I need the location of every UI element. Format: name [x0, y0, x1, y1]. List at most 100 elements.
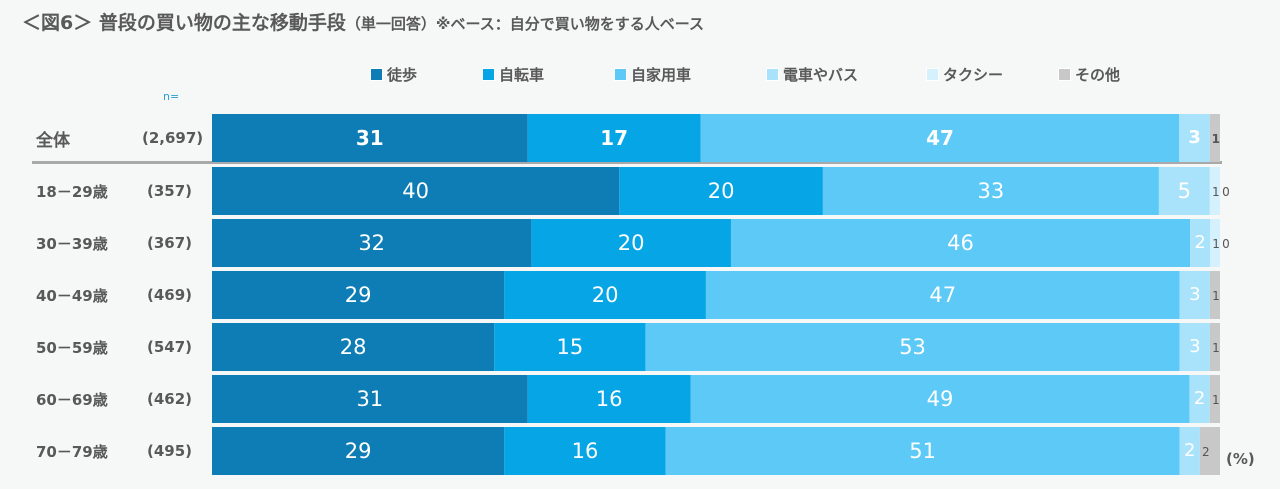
- bar-segment: [1190, 219, 1211, 267]
- sample-size-label: (547): [147, 338, 193, 356]
- legend-item: その他: [1058, 64, 1120, 85]
- category-label: 30－39歳: [36, 234, 108, 253]
- total-divider: [32, 161, 1222, 164]
- sample-size-label: (495): [147, 442, 193, 460]
- legend-label: その他: [1075, 66, 1121, 84]
- data-label: 1: [1212, 289, 1220, 303]
- legend-item: タクシー: [926, 64, 1003, 85]
- data-label: 1: [1212, 132, 1220, 146]
- legend-label: 自家用車: [631, 66, 692, 84]
- bar-segment: [1189, 375, 1210, 423]
- bar-segment: [1209, 375, 1220, 423]
- legend-label: 電車やバス: [783, 66, 859, 84]
- bar-segment: [494, 323, 646, 371]
- data-label: 3: [1188, 127, 1201, 148]
- bar-segment: [212, 167, 620, 215]
- data-label: 5: [1178, 179, 1191, 203]
- data-label: 49: [927, 387, 954, 411]
- bar-segment: [1209, 167, 1220, 215]
- sample-size-header: n=: [163, 90, 180, 103]
- bar-segment: [527, 114, 701, 162]
- data-label: 29: [345, 283, 372, 307]
- bar-segment: [730, 219, 1191, 267]
- data-label: 3: [1189, 284, 1200, 305]
- category-label: 70－79歳: [36, 442, 108, 461]
- bar-segment: [1199, 427, 1220, 475]
- data-label: 2: [1194, 388, 1205, 409]
- data-label: 1: [1212, 237, 1220, 251]
- bar-segment: [1209, 323, 1220, 371]
- bar-segment: [531, 219, 731, 267]
- sample-size-label: (367): [147, 234, 193, 252]
- data-label: 0: [1222, 237, 1230, 251]
- category-label: 60－69歳: [36, 390, 108, 409]
- bar-segment: [1209, 271, 1220, 319]
- bar-segment: [1179, 114, 1210, 162]
- bar-segment: [1209, 114, 1220, 162]
- data-label: 31: [356, 387, 383, 411]
- bar-segment: [212, 271, 505, 319]
- data-label: 47: [926, 126, 954, 150]
- data-label: 20: [708, 179, 735, 203]
- data-label: 31: [356, 126, 384, 150]
- data-label: 33: [978, 179, 1005, 203]
- data-label: 1: [1212, 393, 1220, 407]
- legend-swatch: [926, 68, 939, 81]
- category-label: 全体: [36, 130, 70, 151]
- data-label: 51: [909, 439, 936, 463]
- data-label: 20: [618, 231, 645, 255]
- data-label: 3: [1189, 336, 1200, 357]
- data-label: 46: [947, 231, 974, 255]
- data-label: 53: [899, 335, 926, 359]
- data-label: 32: [358, 231, 385, 255]
- sample-size-label: (2,697): [142, 129, 204, 147]
- legend-swatch: [1058, 68, 1071, 81]
- data-label: 20: [592, 283, 619, 307]
- legend-label: 徒歩: [387, 66, 418, 84]
- bar-segment: [822, 167, 1159, 215]
- legend-swatch: [766, 68, 779, 81]
- legend-swatch: [614, 68, 627, 81]
- bar-segment: [705, 271, 1180, 319]
- data-label: 2: [1194, 232, 1205, 253]
- bar-segment: [212, 375, 528, 423]
- unit-label: (%): [1226, 450, 1255, 468]
- legend-item: 電車やバス: [766, 64, 858, 85]
- bar-segment: [1158, 167, 1210, 215]
- sample-size-label: (469): [147, 286, 193, 304]
- category-label: 50－59歳: [36, 338, 108, 357]
- data-label: 1: [1212, 185, 1220, 199]
- chart-title-note: （単一回答）: [345, 15, 436, 33]
- bar-segment: [690, 375, 1190, 423]
- data-label: 47: [929, 283, 956, 307]
- data-label: 2: [1184, 440, 1195, 461]
- data-label: 16: [572, 439, 599, 463]
- bar-segment: [212, 219, 532, 267]
- bar-segment: [212, 323, 495, 371]
- data-label: 1: [1212, 341, 1220, 355]
- chart-title-main: ＜図6＞ 普段の買い物の主な移動手段: [22, 12, 346, 34]
- bar-segment: [665, 427, 1180, 475]
- category-label: 18－29歳: [36, 182, 108, 201]
- legend-item: 自転車: [482, 64, 544, 85]
- bar-segment: [1179, 323, 1210, 371]
- bar-segment: [645, 323, 1180, 371]
- chart-base-note: ※ベース：自分で買い物をする人ベース: [435, 15, 704, 33]
- chart-title: ＜図6＞ 普段の買い物の主な移動手段（単一回答）※ベース：自分で買い物をする人ベ…: [22, 8, 704, 35]
- legend-item: 自家用車: [614, 64, 691, 85]
- bar-segment: [527, 375, 691, 423]
- bar-segment: [619, 167, 823, 215]
- data-label: 40: [402, 179, 429, 203]
- data-label: 0: [1222, 185, 1230, 199]
- bar-segment: [1179, 271, 1210, 319]
- sample-size-label: (462): [147, 390, 193, 408]
- data-label: 28: [340, 335, 367, 359]
- bar-segment: [1210, 219, 1220, 267]
- category-label: 40－49歳: [36, 286, 108, 305]
- legend-label: タクシー: [943, 66, 1004, 84]
- data-label: 17: [600, 126, 628, 150]
- legend-swatch: [370, 68, 383, 81]
- data-label: 15: [556, 335, 583, 359]
- bar-segment: [504, 427, 666, 475]
